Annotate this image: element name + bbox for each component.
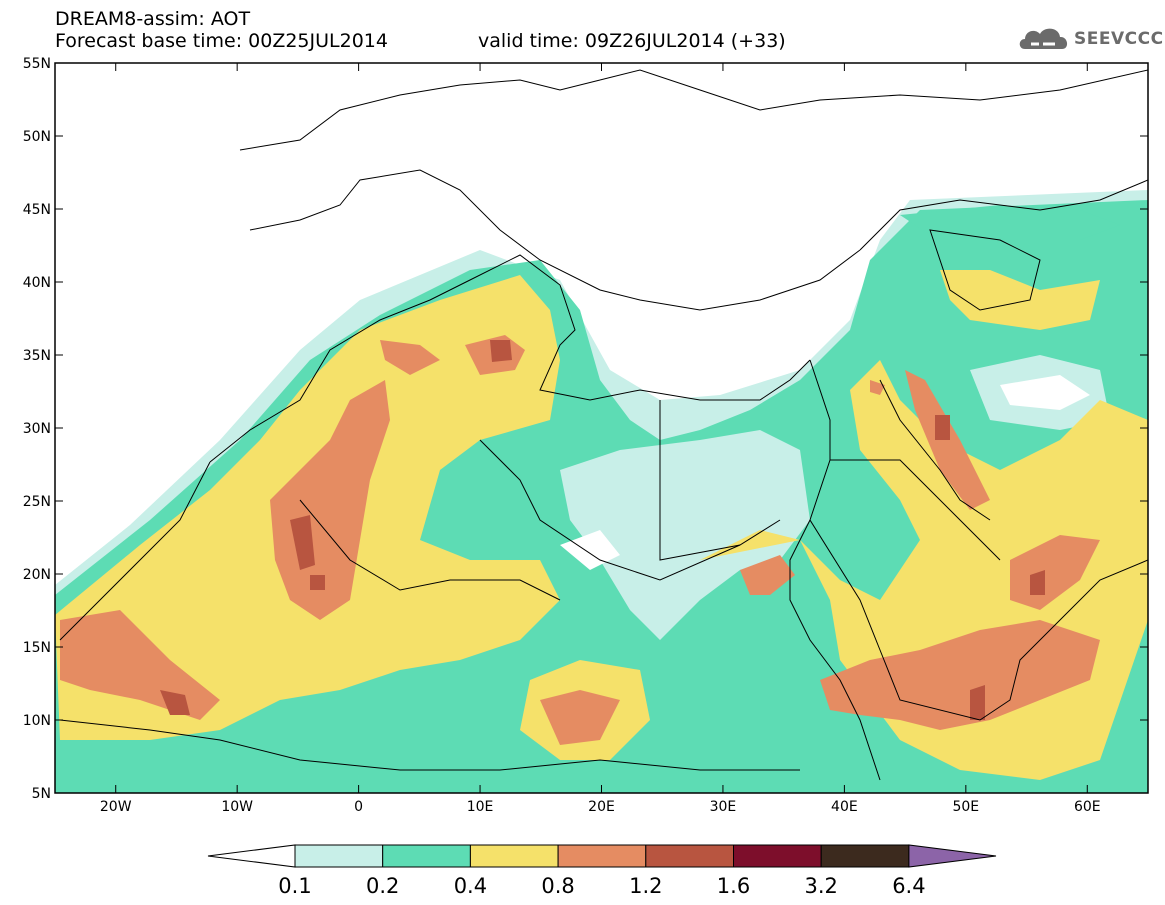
colorbar-lower-arrow xyxy=(207,844,296,868)
colorbar-label: 3.2 xyxy=(804,874,837,898)
colorbar-label: 1.2 xyxy=(629,874,662,898)
lon-label: 10W xyxy=(221,799,253,815)
colorbar-label: 1.6 xyxy=(717,874,750,898)
lat-label: 50N xyxy=(23,129,51,145)
colorbar-label: 0.2 xyxy=(366,874,399,898)
coastlines xyxy=(59,69,1148,781)
colorbar: 0.1 0.2 0.4 0.8 1.2 1.6 3.2 6.4 xyxy=(207,844,997,898)
seevccc-logo: SEEVCCC xyxy=(1017,22,1163,56)
lon-label: 40E xyxy=(831,799,858,815)
lon-label: 20W xyxy=(100,799,132,815)
lon-label: 20E xyxy=(588,799,615,815)
colorbar-bin xyxy=(820,844,910,868)
lon-label: 30E xyxy=(710,799,737,815)
colorbar-bin xyxy=(645,844,734,868)
cloud-icon xyxy=(1019,28,1068,49)
lon-label: 10E xyxy=(467,799,494,815)
lat-label: 35N xyxy=(23,348,51,364)
colorbar-label: 0.1 xyxy=(278,874,311,898)
lat-label: 5N xyxy=(32,786,51,802)
lat-label: 25N xyxy=(23,494,51,510)
lon-label: 60E xyxy=(1074,799,1101,815)
lon-label: 0 xyxy=(354,799,363,815)
aot-field xyxy=(55,63,1148,793)
latitude-axis: 55N 50N 45N 40N 35N 30N 25N 20N 15N 10N 5N xyxy=(23,56,1148,802)
colorbar-label: 6.4 xyxy=(892,874,925,898)
colorbar-bin xyxy=(469,844,559,868)
valid-time: valid time: 09Z26JUL2014 (+33) xyxy=(478,30,786,52)
colorbar-bin xyxy=(733,844,822,868)
lat-label: 15N xyxy=(23,640,51,656)
chart-title: DREAM8-assim: AOT xyxy=(55,8,251,30)
colorbar-bin xyxy=(382,844,471,868)
colorbar-upper-arrow xyxy=(908,844,997,868)
logo-text: SEEVCCC xyxy=(1074,29,1164,49)
lon-label: 50E xyxy=(952,799,979,815)
lat-label: 55N xyxy=(23,56,51,72)
colorbar-label: 0.8 xyxy=(541,874,574,898)
colorbar-bin xyxy=(557,844,647,868)
lat-label: 10N xyxy=(23,713,51,729)
lat-label: 40N xyxy=(23,275,51,291)
lat-label: 20N xyxy=(23,567,51,583)
lat-label: 30N xyxy=(23,421,51,437)
lat-label: 45N xyxy=(23,202,51,218)
colorbar-bin xyxy=(294,844,384,868)
longitude-axis: 20W 10W 0 10E 20E 30E 40E 50E 60E xyxy=(100,63,1101,815)
colorbar-label: 0.4 xyxy=(454,874,487,898)
forecast-base-time: Forecast base time: 00Z25JUL2014 xyxy=(55,30,388,52)
